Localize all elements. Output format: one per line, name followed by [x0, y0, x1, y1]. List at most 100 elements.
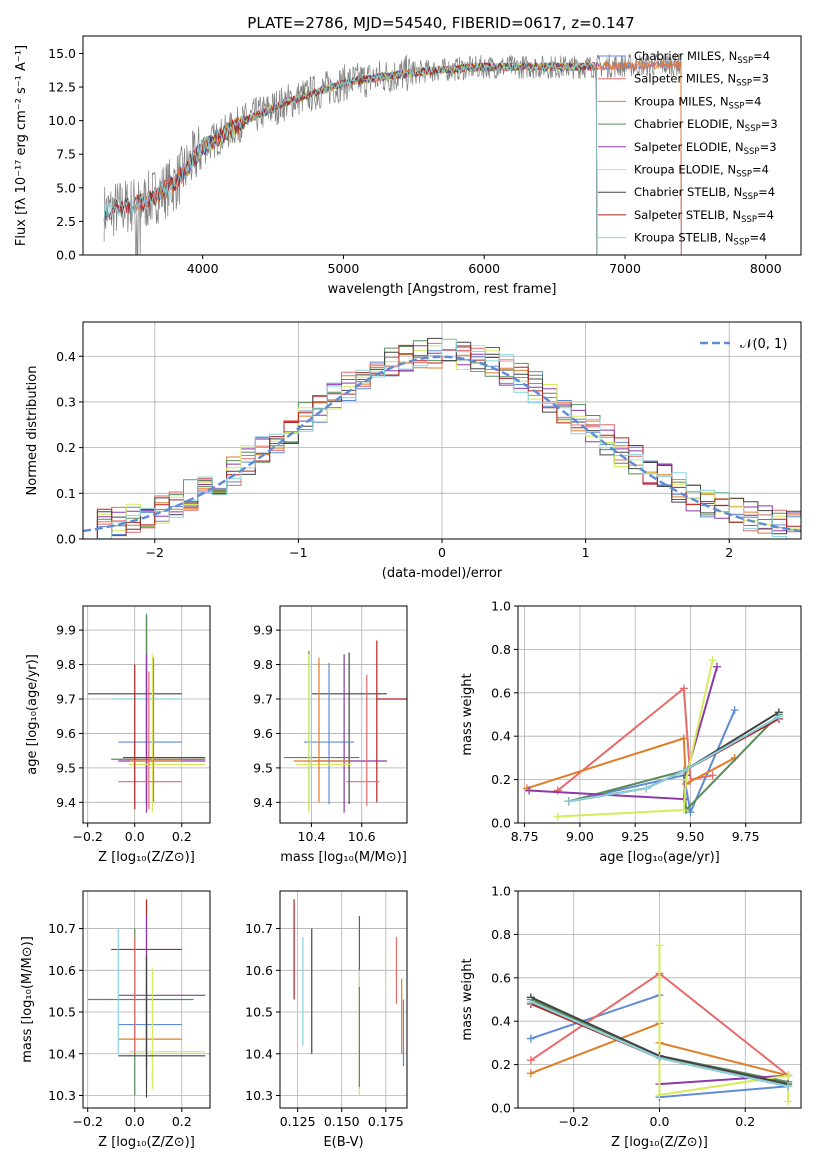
weight-marker-kroupa_elodie	[784, 1071, 793, 1080]
x-tick-label: 2	[725, 545, 733, 560]
y-axis-label: Normed distribution	[25, 366, 40, 496]
histogram-kroupa_stelib	[83, 338, 801, 539]
y-tick-label: 10.4	[48, 1046, 76, 1061]
y-tick-label: 10.3	[48, 1088, 76, 1103]
y-tick-label: 0.1	[56, 486, 76, 501]
y-tick-label: 10.4	[245, 1046, 273, 1061]
plot-area	[87, 899, 206, 1098]
y-tick-label: 12.5	[48, 80, 76, 95]
panel-residual-histogram: −2 −1 0 1 2 0.0 0.1 0.2 0.3 0.4 (data-model)/error…	[25, 321, 802, 581]
y-axis-label: age [log₁₀(age/yr)]	[25, 654, 40, 775]
y-tick-label: 1.0	[491, 884, 511, 899]
y-tick-label: 0.8	[491, 642, 511, 657]
legend-value: =3	[761, 117, 778, 131]
panel-mass_vs_Z: −0.2 0.0 0.2 10.3 10.4 10.5 10.6 10.7 Z [log₁₀(Z…	[20, 890, 211, 1150]
y-tick-label: 5.0	[56, 180, 76, 195]
y-tick-label: 10.5	[245, 1005, 273, 1020]
y-tick-label: 9.5	[56, 760, 76, 775]
plot-area	[87, 612, 206, 813]
y-tick-label: 9.4	[253, 795, 273, 810]
x-tick-label: −2	[146, 545, 164, 560]
weight-marker-kroupa_elodie	[682, 775, 691, 784]
y-tick-label: 0.8	[491, 927, 511, 942]
legend-entry: 𝒩(0, 1)	[740, 337, 787, 352]
x-tick-label: 5000	[328, 261, 360, 276]
y-tick-label: 10.7	[48, 921, 76, 936]
legend-value: =4	[758, 185, 775, 199]
x-tick-label: 7000	[609, 261, 641, 276]
y-tick-label: 0.0	[491, 816, 511, 831]
axes-frame	[82, 605, 211, 824]
legend-value: =3	[752, 72, 769, 86]
x-tick-label: 0.150	[324, 1114, 360, 1129]
y-tick-label: 0.2	[56, 440, 76, 455]
legend-subscript: SSP	[737, 56, 753, 66]
spectrum-legend: Chabrier MILES, NSSP=4 Salpeter MILES, NS…	[598, 49, 778, 248]
weight-marker-salpeter_elodie	[712, 662, 721, 671]
x-tick-label: −0.2	[73, 1114, 103, 1129]
legend-entry: Chabrier STELIB, NSSP=4	[634, 185, 775, 202]
weight-line-kroupa_miles	[526, 737, 736, 790]
weight-marker-salpeter_miles	[553, 786, 562, 795]
x-tick-label: 0	[438, 545, 446, 560]
x-tick-label: 9.75	[732, 829, 760, 844]
weight-marker-kroupa_elodie	[708, 656, 717, 665]
x-tick-label: 0.2	[172, 829, 192, 844]
x-tick-label: 9.50	[677, 829, 705, 844]
legend-entry: Salpeter MILES, NSSP=3	[634, 72, 769, 89]
y-tick-label: 9.7	[253, 692, 273, 707]
y-tick-label: 9.9	[253, 623, 273, 638]
weight-marker-kroupa_elodie	[655, 1090, 664, 1099]
x-tick-label: 0.2	[735, 1114, 755, 1129]
legend-entry: Kroupa ELODIE, NSSP=4	[634, 163, 769, 180]
y-tick-label: 9.6	[56, 726, 76, 741]
panel-weight_vs_Z: −0.2 0.0 0.2 0.0 0.2 0.4 0.6 0.8 1.0 Z [log₁₀(Z/Z…	[460, 884, 802, 1150]
legend-value: =4	[744, 94, 761, 108]
panel-mass_vs_ebv: 0.125 0.150 0.175 10.3 10.4 10.5 10.6 10.7 E(B-V…	[245, 890, 408, 1150]
model-spectrum-kroupa_elodie	[188, 61, 598, 255]
chart-panels: 4000 5000 6000 7000 80000.02.55.07.510.012.5…	[14, 35, 802, 1150]
weight-marker-kroupa_miles	[679, 734, 688, 743]
plot-area	[526, 941, 793, 1106]
y-tick-label: 10.6	[48, 963, 76, 978]
y-tick-label: 0.6	[491, 685, 511, 700]
weight-line-kroupa_stelib	[568, 715, 780, 803]
y-tick-label: 10.3	[245, 1088, 273, 1103]
legend-subscript: SSP	[742, 192, 758, 202]
panel-weight_vs_age: 8.75 9.00 9.25 9.50 9.75 0.0 0.2 0.4 0.6 0.8 1.0 ag…	[460, 599, 802, 865]
model-spectrum-kroupa_miles	[135, 59, 682, 255]
y-tick-label: 9.4	[56, 795, 76, 810]
x-tick-label: 0.0	[650, 1114, 670, 1129]
y-tick-label: 0.6	[491, 970, 511, 985]
y-tick-label: 10.0	[48, 113, 76, 128]
plot-area	[103, 52, 682, 255]
axes-frame	[82, 890, 211, 1109]
y-axis-label: Flux [fλ 10⁻¹⁷ erg cm⁻² s⁻¹ A⁻¹]	[14, 45, 29, 246]
axes-frame	[517, 605, 802, 824]
y-tick-label: 9.5	[253, 760, 273, 775]
y-axis-label: mass weight	[460, 673, 475, 755]
x-axis-label: Z [log₁₀(Z/Z⊙)]	[98, 1135, 195, 1150]
legend-subscript: SSP	[745, 124, 761, 134]
model-spectrum-chabrier_elodie	[188, 61, 598, 255]
weight-marker-kroupa_stelib	[564, 797, 573, 806]
y-tick-label: 15.0	[48, 46, 76, 61]
y-tick-label: 0.2	[491, 772, 511, 787]
y-tick-label: 7.5	[56, 147, 76, 162]
x-tick-label: 10.6	[348, 829, 376, 844]
weight-marker-kroupa_stelib	[774, 712, 783, 721]
panel-age_vs_mass: 10.4 10.6 9.4 9.5 9.6 9.7 9.8 9.9 mass [log₁₀(M/…	[253, 605, 408, 865]
y-tick-label: 9.7	[56, 692, 76, 707]
x-axis-label: Z [log₁₀(Z/Z⊙)]	[98, 850, 195, 865]
weight-marker-kroupa_stelib	[655, 1054, 664, 1063]
normal-pdf-curve	[83, 355, 801, 533]
weight-marker-salpeter_miles	[526, 1056, 535, 1065]
x-tick-label: 8.75	[511, 829, 539, 844]
model-spectrum-salpeter_stelib	[103, 61, 598, 255]
legend-subscript: SSP	[736, 79, 752, 89]
axes-frame	[279, 890, 408, 1109]
legend-entry: Kroupa STELIB, NSSP=4	[634, 231, 766, 248]
plot-area	[83, 337, 801, 539]
model-spectrum-salpeter_miles	[135, 60, 682, 255]
